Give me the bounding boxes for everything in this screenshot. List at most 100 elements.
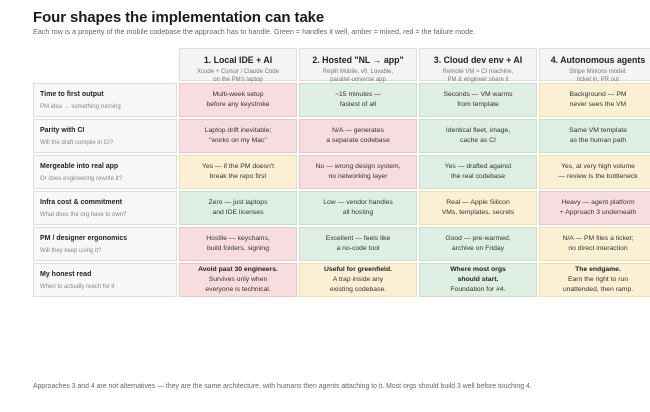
cell-text-line: Where most orgs [450,266,506,274]
cell-text-line: no direct interaction [568,245,628,252]
cell-text-line: from template [457,101,499,108]
header-corner [33,48,177,81]
cell-text-line: Survives only when [208,276,268,284]
rating-cell-red: N/A — generates a separate codebase [299,119,417,153]
column-header-sub: on the PM's laptop [213,76,263,83]
cell-text-line: the real codebase [450,173,506,180]
cell-text-line: Real — Apple Silicon [446,199,510,207]
row-subtitle: Will the draft compile in CI? [40,140,114,147]
column-header-sub: Replit Mobile, v0, Lovable, [322,68,394,75]
rating-cell-green: Identical fleet, image, cache as CI [419,119,537,153]
row-label: PM / designer ergonomics Will they keep u… [33,227,177,261]
row-title: Parity with CI [40,127,85,134]
cell-text-line: build folders, signing [207,245,269,252]
column-header-name: 1. Local IDE + AI [203,55,273,65]
rating-cell-amber: Useful for greenfield. A trap inside any e… [299,263,417,297]
cell-text-line: everyone is technical. [205,285,271,293]
row-subtitle: What does the org have to own? [40,212,127,219]
cell-text-line: no networking layer [328,173,388,180]
column-header-sub: PM & engineer share it [447,76,509,83]
cell-text-line: Yes, at very high volume [561,163,635,171]
column-header-sub: Xcode + Cursor / Claude Code [197,68,279,75]
cell-text-line: Earn the right to run [567,276,629,284]
cell-text-line: cache as CI [460,137,496,144]
row-subtitle: When to actually reach for it [40,284,115,291]
row-title: PM / designer ergonomics [40,235,128,242]
rating-cell-green: Seconds — VM warms from template [419,83,537,117]
rating-cell-red: No — wrong design system, no networking l… [299,155,417,189]
column-header-name: 2. Hosted "NL → app" [312,55,404,65]
row-label: Time to first output PM idea → something … [33,83,177,117]
row-title: Infra cost & commitment [40,199,123,206]
column-header-sub: ticket in, PR out [576,76,620,83]
cell-text-line: ~15 minutes — [335,91,381,99]
page-subtitle: Each row is a property of the mobile cod… [33,27,476,36]
cell-text-line: Background — PM [569,91,627,99]
rating-cell-red: Laptop drift inevitable; "works on my Mac… [179,119,297,153]
row-subtitle: Will they keep using it? [40,248,102,255]
cell-text-line: archive on Friday [451,245,505,252]
row-subtitle: Or does engineering rewrite it? [40,176,123,183]
row-title: Time to first output [40,91,104,98]
cell-text-line: Yes — drafted against [444,163,512,171]
cell-text-line: a no-code tool [336,245,380,252]
cell-text-line: Same VM template [569,127,627,135]
column-header-name: 4. Autonomous agents [550,55,646,65]
cell-text-line: Heavy — agent platform [561,199,635,207]
rating-cell-green: Where most orgs should start. Foundation f… [419,263,537,297]
cell-text-line: Multi-week setup [212,91,264,99]
cell-text-line: Identical fleet, image, [445,127,511,135]
column-header-local-ide: 1. Local IDE + AI Xcode + Cursor / Claud… [179,48,297,83]
cell-text-line: A trap inside any [332,276,384,284]
cell-text-line: unattended, then ramp. [562,285,634,293]
footer-note: Approaches 3 and 4 are not alternatives … [33,383,532,390]
rating-cell-amber: The endgame. Earn the right to run unatten… [539,263,650,297]
cell-text-line: all hosting [342,209,374,216]
cell-text-line: Low — vendor handles [323,199,393,207]
rating-cell-green: Good — pre-warmed, archive on Friday [419,227,537,261]
cell-text-line: Zero — just laptops [208,199,268,207]
page-title: Four shapes the implementation can take [33,9,325,26]
cell-text-line: Seconds — VM warms [443,91,513,99]
rating-cell-green: Low — vendor handles all hosting [299,191,417,225]
cell-text-line: VMs, templates, secrets [441,209,515,216]
rating-cell-red: Hostile — keychains, build folders, signi… [179,227,297,261]
cell-text-line: N/A — generates [332,127,384,135]
cell-text-line: before any keystroke [206,101,270,108]
row-label: Parity with CI Will the draft compile in … [33,119,177,153]
column-header-sub: parallel-universe app [330,76,386,83]
rating-cell-red: Heavy — agent platform + Approach 3 under… [539,191,650,225]
cell-text-line: The endgame. [575,266,621,274]
rating-cell-amber: Real — Apple Silicon VMs, templates, secr… [419,191,537,225]
row-subtitle: PM idea → something running [40,104,121,111]
cell-text-line: No — wrong design system, [315,163,401,171]
cell-text-line: "works on my Mac" [209,137,267,144]
column-header-sub: Stripe Minions model: [569,68,627,75]
cell-text-line: and IDE licenses [212,209,264,216]
row-title: Mergeable into real app [40,163,119,170]
cell-text-line: Good — pre-warmed, [445,235,511,243]
cell-text-line: Foundation for #4. [450,285,506,293]
row-label: Mergeable into real app Or does engineeri… [33,155,177,189]
cell-text-line: existing codebase. [329,285,387,293]
cell-text-line: break the repo first [209,173,267,180]
rating-cell-amber: Yes, at very high volume — review is the … [539,155,650,189]
rating-cell-green: Yes — drafted against the real codebase [419,155,537,189]
rating-cell-red: Avoid past 30 engineers. Survives only wh… [179,263,297,297]
rating-cell-red: Multi-week setup before any keystroke [179,83,297,117]
column-header-cloud-dev: 3. Cloud dev env + AI Remote VM = CI mac… [419,48,537,83]
cell-text-line: as the human path [569,137,627,144]
cell-text-line: + Approach 3 underneath [559,209,637,216]
column-header-name: 3. Cloud dev env + AI [433,55,523,65]
rating-cell-amber: Yes — if the PM doesn't break the repo fi… [179,155,297,189]
cell-text-line: a separate codebase [326,137,390,144]
row-label: Infra cost & commitment What does the org… [33,191,177,225]
cell-text-line: Yes — if the PM doesn't [201,163,275,171]
column-header-sub: Remote VM = CI machine, [442,68,514,75]
column-header-autonomous: 4. Autonomous agents Stripe Minions mode… [539,48,650,83]
column-header-hosted: 2. Hosted "NL → app" Replit Mobile, v0, … [299,48,417,83]
cell-text-line: N/A — PM files a ticket; [562,235,634,243]
cell-text-line: Laptop drift inevitable; [204,127,272,135]
cell-text-line: should start. [457,276,499,284]
rating-cell-green: ~15 minutes — fastest of all [299,83,417,117]
